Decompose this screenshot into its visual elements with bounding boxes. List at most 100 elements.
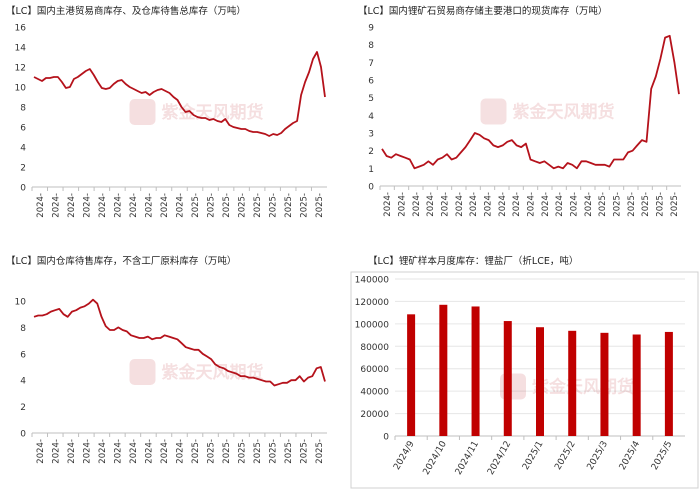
y-tick-label: 140000 bbox=[355, 276, 390, 286]
y-tick-label: 4 bbox=[368, 112, 374, 122]
y-tick-label: 0 bbox=[368, 183, 374, 193]
x-tick-label: 2025- bbox=[238, 193, 248, 218]
y-tick-label: 2 bbox=[20, 164, 26, 174]
line-chart: 紫金天风期货 0 2 4 6 8 10 12 14 16 2024- 2024- 2024- 2024- 2… bbox=[15, 24, 327, 218]
y-tick-label: 2 bbox=[20, 403, 26, 413]
watermark-logo bbox=[480, 98, 507, 125]
x-tick-label: 2024- bbox=[512, 192, 522, 217]
x-tick-label: 2025- bbox=[191, 439, 201, 464]
x-tick-label: 2024- bbox=[426, 192, 436, 217]
bar bbox=[536, 327, 544, 436]
x-tick-label: 2024- bbox=[67, 439, 77, 464]
x-tick-label: 2024- bbox=[176, 439, 186, 464]
chart-title: 【LC】锂矿样本月度库存：锂盐厂（折LCE，吨） bbox=[368, 256, 579, 267]
bar bbox=[632, 334, 641, 436]
x-tick-label: 2024- bbox=[570, 192, 580, 217]
y-tick-label: 120000 bbox=[355, 298, 390, 308]
x-tick-label: 2025- bbox=[207, 193, 217, 218]
x-tick-label: 2025- bbox=[269, 193, 279, 218]
x-tick-label: 2025- bbox=[613, 192, 623, 217]
x-tick-label: 2024- bbox=[498, 192, 508, 217]
watermark-text: 紫金天风期货 bbox=[532, 377, 634, 398]
x-tick-label: 2024- bbox=[129, 193, 139, 218]
line-chart: 紫金天风期货 0 2 4 6 8 10 2024- 2024- 2024- 2024- 2024- 20… bbox=[15, 298, 327, 464]
y-tick-label: 16 bbox=[15, 24, 27, 34]
y-tick-label: 6 bbox=[20, 350, 26, 360]
line-chart: 紫金天风期货 0 1 2 3 4 5 6 7 8 9 2024- 2024- 2024- 2024- 2024… bbox=[368, 24, 681, 217]
x-tick-label: 2024/10 bbox=[422, 439, 449, 477]
x-tick-label: 2025/4 bbox=[618, 439, 643, 472]
x-tick-label: 2025- bbox=[641, 192, 651, 217]
y-tick-label: 6 bbox=[368, 77, 374, 87]
watermark: 紫金天风期货 bbox=[129, 99, 264, 125]
watermark-logo bbox=[129, 99, 156, 125]
x-tick-label: 2024- bbox=[129, 439, 139, 464]
y-tick-label: 8 bbox=[20, 104, 26, 114]
x-tick-label: 2024- bbox=[36, 439, 46, 464]
bar bbox=[600, 332, 609, 436]
watermark: 紫金天风期货 bbox=[129, 359, 264, 385]
x-tick-label: 2025- bbox=[300, 193, 310, 218]
x-tick-label: 2025- bbox=[315, 193, 325, 218]
y-tick-label: 14 bbox=[15, 44, 27, 54]
x-tick-label: 2024- bbox=[455, 192, 465, 217]
x-tick-label: 2024- bbox=[82, 439, 92, 464]
x-tick-label: 2024- bbox=[398, 192, 408, 217]
chart-title: 【LC】国内仓库待售库存，不含工厂原料库存（万吨） bbox=[6, 256, 237, 267]
x-tick-label: 2025- bbox=[670, 192, 680, 217]
chart-panel-lithium-salt-plant-inventory: 【LC】锂矿样本月度库存：锂盐厂（折LCE，吨） 紫金天风期货 0 20000 400… bbox=[350, 245, 700, 490]
y-tick-label: 80000 bbox=[360, 343, 389, 353]
chart-panel-warehouse-inventory: 【LC】国内仓库待售库存，不含工厂原料库存（万吨） 紫金天风期货 0 2 4 6 8 10 2… bbox=[0, 245, 350, 490]
y-tick-label: 8 bbox=[368, 41, 374, 51]
x-tick-label: 2025- bbox=[238, 439, 248, 464]
y-tick-label: 6 bbox=[20, 124, 26, 134]
x-tick-label: 2024/12 bbox=[486, 440, 513, 477]
chart-panel-main-port-total-inventory: 【LC】国内主港贸易商库存、及仓库待售总库存（万吨） 紫金天风期货 0 2 4 6 8 10… bbox=[0, 0, 350, 245]
x-tick-label: 2024- bbox=[51, 439, 61, 464]
x-tick-label: 2025- bbox=[627, 192, 637, 217]
x-tick-label: 2024- bbox=[541, 192, 551, 217]
y-tick-label: 4 bbox=[20, 144, 26, 154]
x-tick-label: 2024- bbox=[555, 192, 565, 217]
x-tick-label: 2025- bbox=[315, 439, 325, 464]
watermark: 紫金天风期货 bbox=[480, 98, 615, 125]
x-tick-label: 2024/9 bbox=[392, 439, 417, 472]
bar bbox=[664, 331, 673, 436]
x-tick-label: 2025- bbox=[253, 439, 263, 464]
x-tick-label: 2024- bbox=[383, 192, 393, 217]
bar bbox=[407, 314, 416, 436]
y-tick-label: 10 bbox=[15, 84, 27, 94]
x-tick-label: 2024- bbox=[98, 193, 108, 218]
y-tick-label: 1 bbox=[368, 165, 374, 175]
bar-chart: 紫金天风期货 0 20000 40000 60000 80000 100000 120000 1… bbox=[350, 271, 699, 489]
x-tick-label: 2025- bbox=[191, 193, 201, 218]
x-tick-label: 2025/3 bbox=[586, 440, 610, 472]
watermark-text: 紫金天风期货 bbox=[162, 362, 264, 383]
x-tick-label: 2024- bbox=[527, 192, 537, 217]
x-tick-label: 2025- bbox=[222, 439, 232, 464]
x-tick-label: 2025- bbox=[284, 439, 294, 464]
bar bbox=[503, 321, 512, 436]
x-tick-label: 2024- bbox=[484, 192, 494, 217]
x-tick-label: 2025- bbox=[300, 439, 310, 464]
x-tick-label: 2024- bbox=[82, 193, 92, 218]
plot-frame bbox=[350, 271, 699, 489]
y-tick-label: 40000 bbox=[360, 388, 389, 398]
y-tick-label: 3 bbox=[368, 130, 374, 140]
x-tick-label: 2025- bbox=[656, 192, 666, 217]
chart-title: 【LC】国内主港贸易商库存、及仓库待售总库存（万吨） bbox=[6, 6, 246, 17]
series-line bbox=[381, 34, 680, 170]
watermark-text: 紫金天风期货 bbox=[162, 102, 264, 123]
x-tick-label: 2024- bbox=[113, 439, 123, 464]
chart-title: 【LC】国内锂矿石贸易商存储主要港口的现货库存（万吨） bbox=[358, 6, 608, 17]
x-tick-label: 2025/1 bbox=[521, 440, 545, 472]
x-tick-label: 2025/5 bbox=[650, 440, 674, 472]
bar bbox=[471, 306, 480, 436]
x-tick-label: 2025- bbox=[207, 439, 217, 464]
x-tick-label: 2024- bbox=[160, 193, 170, 218]
x-tick-label: 2024- bbox=[51, 193, 61, 218]
y-tick-label: 4 bbox=[20, 377, 26, 387]
x-tick-label: 2025/2 bbox=[553, 440, 577, 472]
y-tick-label: 5 bbox=[368, 94, 374, 104]
